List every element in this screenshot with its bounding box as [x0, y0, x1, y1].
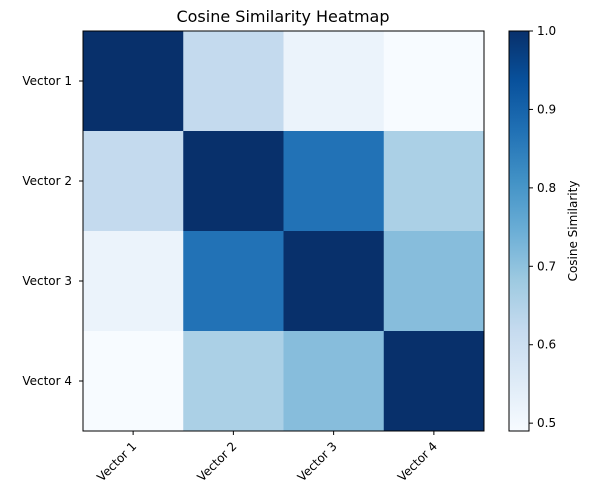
- y-tick-label: Vector 1: [22, 74, 72, 88]
- colorbar-axis: 0.5 0.6 0.7 0.8 0.9 1.0: [529, 24, 556, 430]
- colorbar-label: Cosine Similarity: [566, 181, 580, 282]
- heatmap-cell: [183, 31, 284, 132]
- y-tick-label: Vector 2: [22, 174, 72, 188]
- x-tick-label: Vector 1: [94, 439, 139, 484]
- x-tick-label: Vector 4: [395, 439, 440, 484]
- heatmap-cell: [83, 231, 184, 332]
- heatmap-cell: [83, 131, 184, 232]
- heatmap-cell: [283, 131, 385, 232]
- heatmap-cell: [183, 131, 284, 232]
- heatmap-cell: [183, 231, 284, 332]
- colorbar-tick-label: 0.5: [537, 416, 556, 430]
- heatmap-cell: [83, 331, 184, 432]
- y-axis: Vector 1 Vector 2 Vector 3 Vector 4: [22, 74, 83, 388]
- heatmap-cell: [283, 31, 385, 132]
- colorbar-tick-label: 0.6: [537, 338, 556, 352]
- chart-title: Cosine Similarity Heatmap: [176, 7, 389, 26]
- colorbar-tick-label: 0.8: [537, 181, 556, 195]
- heatmap-cell: [83, 31, 184, 132]
- heatmap-cell: [383, 331, 485, 432]
- x-tick-label: Vector 3: [295, 439, 340, 484]
- colorbar: [508, 30, 530, 432]
- heatmap-cell: [183, 331, 284, 432]
- colorbar-tick-label: 0.9: [537, 102, 556, 116]
- plot-frame: [82, 30, 485, 432]
- colorbar-tick-label: 1.0: [537, 24, 556, 38]
- heatmap-cell: [283, 231, 385, 332]
- heatmap-cells: [83, 31, 485, 432]
- x-tick-label: Vector 2: [194, 439, 239, 484]
- heatmap-cell: [383, 131, 485, 232]
- x-axis: Vector 1 Vector 2 Vector 3 Vector 4: [94, 431, 440, 484]
- heatmap-cell: [383, 31, 485, 132]
- colorbar-tick-label: 0.7: [537, 259, 556, 273]
- y-tick-label: Vector 3: [22, 274, 72, 288]
- heatmap-cell: [283, 331, 385, 432]
- heatmap-cell: [383, 231, 485, 332]
- y-tick-label: Vector 4: [22, 374, 72, 388]
